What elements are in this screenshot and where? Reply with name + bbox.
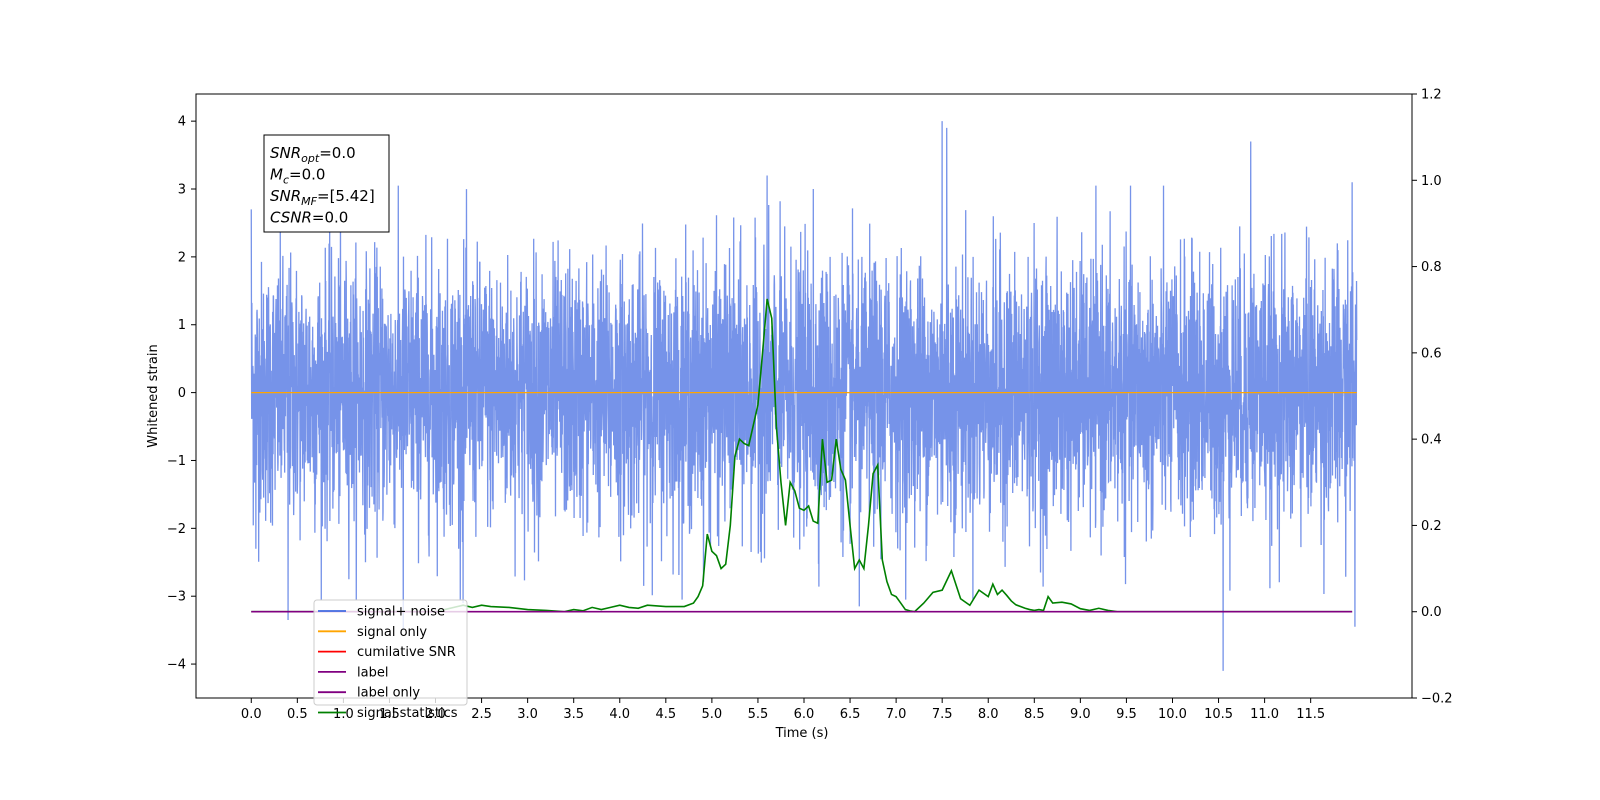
y-tick-label: 2	[178, 250, 186, 265]
x-tick-label: 0.5	[287, 707, 308, 722]
y2-tick-label: 0.2	[1421, 519, 1442, 534]
legend-label: signal+ noise	[357, 605, 445, 620]
y-tick-label: −3	[167, 590, 186, 605]
annotation-line: SNRopt=0.0	[270, 144, 356, 165]
y-tick-label: 4	[178, 115, 186, 130]
x-tick-label: 4.5	[655, 707, 676, 722]
x-tick-label: 11.5	[1296, 707, 1325, 722]
signal-statistics-line	[251, 298, 1353, 613]
x-tick-label: 11.0	[1250, 707, 1279, 722]
x-tick-label: 6.5	[840, 707, 861, 722]
signal-noise-series	[250, 121, 1358, 671]
x-tick-label: 1.5	[379, 707, 400, 722]
x-tick-label: 1.0	[333, 707, 354, 722]
x-tick-label: 5.0	[702, 707, 723, 722]
y2-tick-label: −0.2	[1421, 692, 1453, 707]
x-tick-label: 3.5	[563, 707, 584, 722]
x-tick-label: 10.0	[1158, 707, 1187, 722]
x-tick-label: 4.0	[609, 707, 630, 722]
signal-noise-line	[250, 121, 1358, 671]
y2-tick-label: 0.4	[1421, 433, 1442, 448]
x-tick-label: 8.5	[1024, 707, 1045, 722]
y2-tick-label: 0.6	[1421, 346, 1442, 361]
x-tick-label: 2.5	[471, 707, 492, 722]
x-tick-label: 9.0	[1070, 707, 1091, 722]
y-tick-label: −1	[167, 454, 186, 469]
legend-label: label only	[357, 686, 420, 701]
legend-label: signal statistics	[357, 706, 458, 721]
y2-tick-label: 1.2	[1421, 88, 1442, 103]
y-tick-label: 1	[178, 318, 186, 333]
x-tick-label: 0.0	[241, 707, 262, 722]
y-axis-right: 1.2 1.0 0.8 0.6 0.4 0.2 0.0 −0.2	[1412, 88, 1453, 707]
legend-label: label	[357, 665, 388, 680]
y-tick-label: −2	[167, 522, 186, 537]
x-tick-label: 8.0	[978, 707, 999, 722]
x-tick-label: 2.0	[425, 707, 446, 722]
legend-label: signal only	[357, 625, 427, 640]
x-tick-label: 5.5	[748, 707, 769, 722]
y-axis-label: Whitened strain	[146, 344, 161, 447]
y2-tick-label: 0.0	[1421, 605, 1442, 620]
x-tick-label: 3.0	[517, 707, 538, 722]
y2-tick-label: 0.8	[1421, 260, 1442, 275]
y-tick-label: 3	[178, 183, 186, 198]
y-tick-label: 0	[178, 386, 186, 401]
y-tick-label: −4	[167, 658, 186, 673]
annotation-line: Mc=0.0	[270, 166, 325, 187]
legend-label: cumilative SNR	[357, 645, 456, 660]
annotation-line: SNRMF=[5.42]	[270, 187, 375, 208]
x-axis-label: Time (s)	[775, 726, 829, 741]
y2-tick-label: 1.0	[1421, 174, 1442, 189]
x-tick-label: 7.0	[886, 707, 907, 722]
x-tick-label: 9.5	[1116, 707, 1137, 722]
x-tick-label: 10.5	[1204, 707, 1233, 722]
legend: signal+ noise signal only cumilative SNR la…	[313, 599, 468, 721]
y-axis-left: 4 3 2 1 0 −1 −2 −3 −4	[167, 115, 196, 673]
x-tick-label: 6.0	[794, 707, 815, 722]
annotation-line: CSNR=0.0	[270, 209, 348, 227]
x-axis: 0.0 0.5 1.0 1.5 2.0 2.5 3.0 3.5 4.0 4.5 5.0 5.5 6.0 6…	[241, 698, 1325, 722]
x-tick-label: 7.5	[932, 707, 953, 722]
